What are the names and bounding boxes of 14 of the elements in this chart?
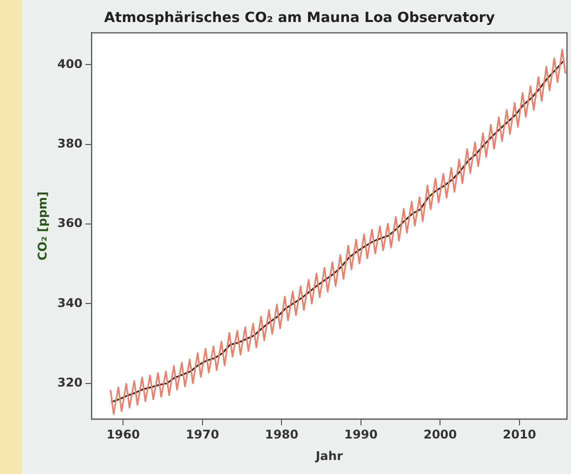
x-tick-label: 1990	[344, 428, 378, 442]
y-tick-label: 340	[57, 296, 82, 310]
y-tick-label: 360	[57, 216, 82, 230]
x-tick-label: 2010	[502, 428, 536, 442]
y-tick-label: 380	[57, 136, 82, 150]
x-tick-label: 1960	[106, 428, 140, 442]
x-tick-label: 1980	[264, 428, 298, 442]
x-tick-label: 1970	[186, 428, 220, 442]
y-tick-label: 400	[57, 56, 82, 71]
x-tick-label: 2000	[423, 428, 457, 442]
chart-title: Atmosphärisches CO₂ am Mauna Loa Observatory	[104, 10, 495, 26]
y-axis-title: CO₂ [ppm]	[35, 191, 50, 261]
x-axis-title: Jahr	[314, 448, 343, 463]
y-tick-label: 320	[57, 375, 82, 390]
